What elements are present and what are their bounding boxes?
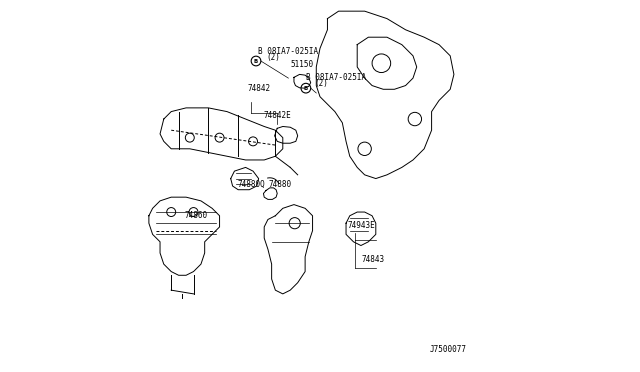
Text: B 08IA7-025IA: B 08IA7-025IA (306, 73, 366, 82)
Text: (2): (2) (314, 78, 328, 87)
Text: B: B (304, 86, 308, 92)
Text: B: B (254, 59, 258, 64)
Text: 74860: 74860 (184, 211, 207, 219)
Text: 51150: 51150 (291, 60, 314, 69)
Text: 74943E: 74943E (348, 221, 376, 230)
Text: 74880Q: 74880Q (237, 180, 265, 189)
Text: (2): (2) (266, 52, 280, 61)
Text: 74843: 74843 (362, 254, 385, 263)
Text: 74842E: 74842E (264, 111, 291, 120)
Text: J7500077: J7500077 (430, 344, 467, 353)
Text: B 08IA7-025IA: B 08IA7-025IA (257, 47, 317, 56)
Text: 74880: 74880 (269, 180, 292, 189)
Text: 74842: 74842 (248, 84, 271, 93)
